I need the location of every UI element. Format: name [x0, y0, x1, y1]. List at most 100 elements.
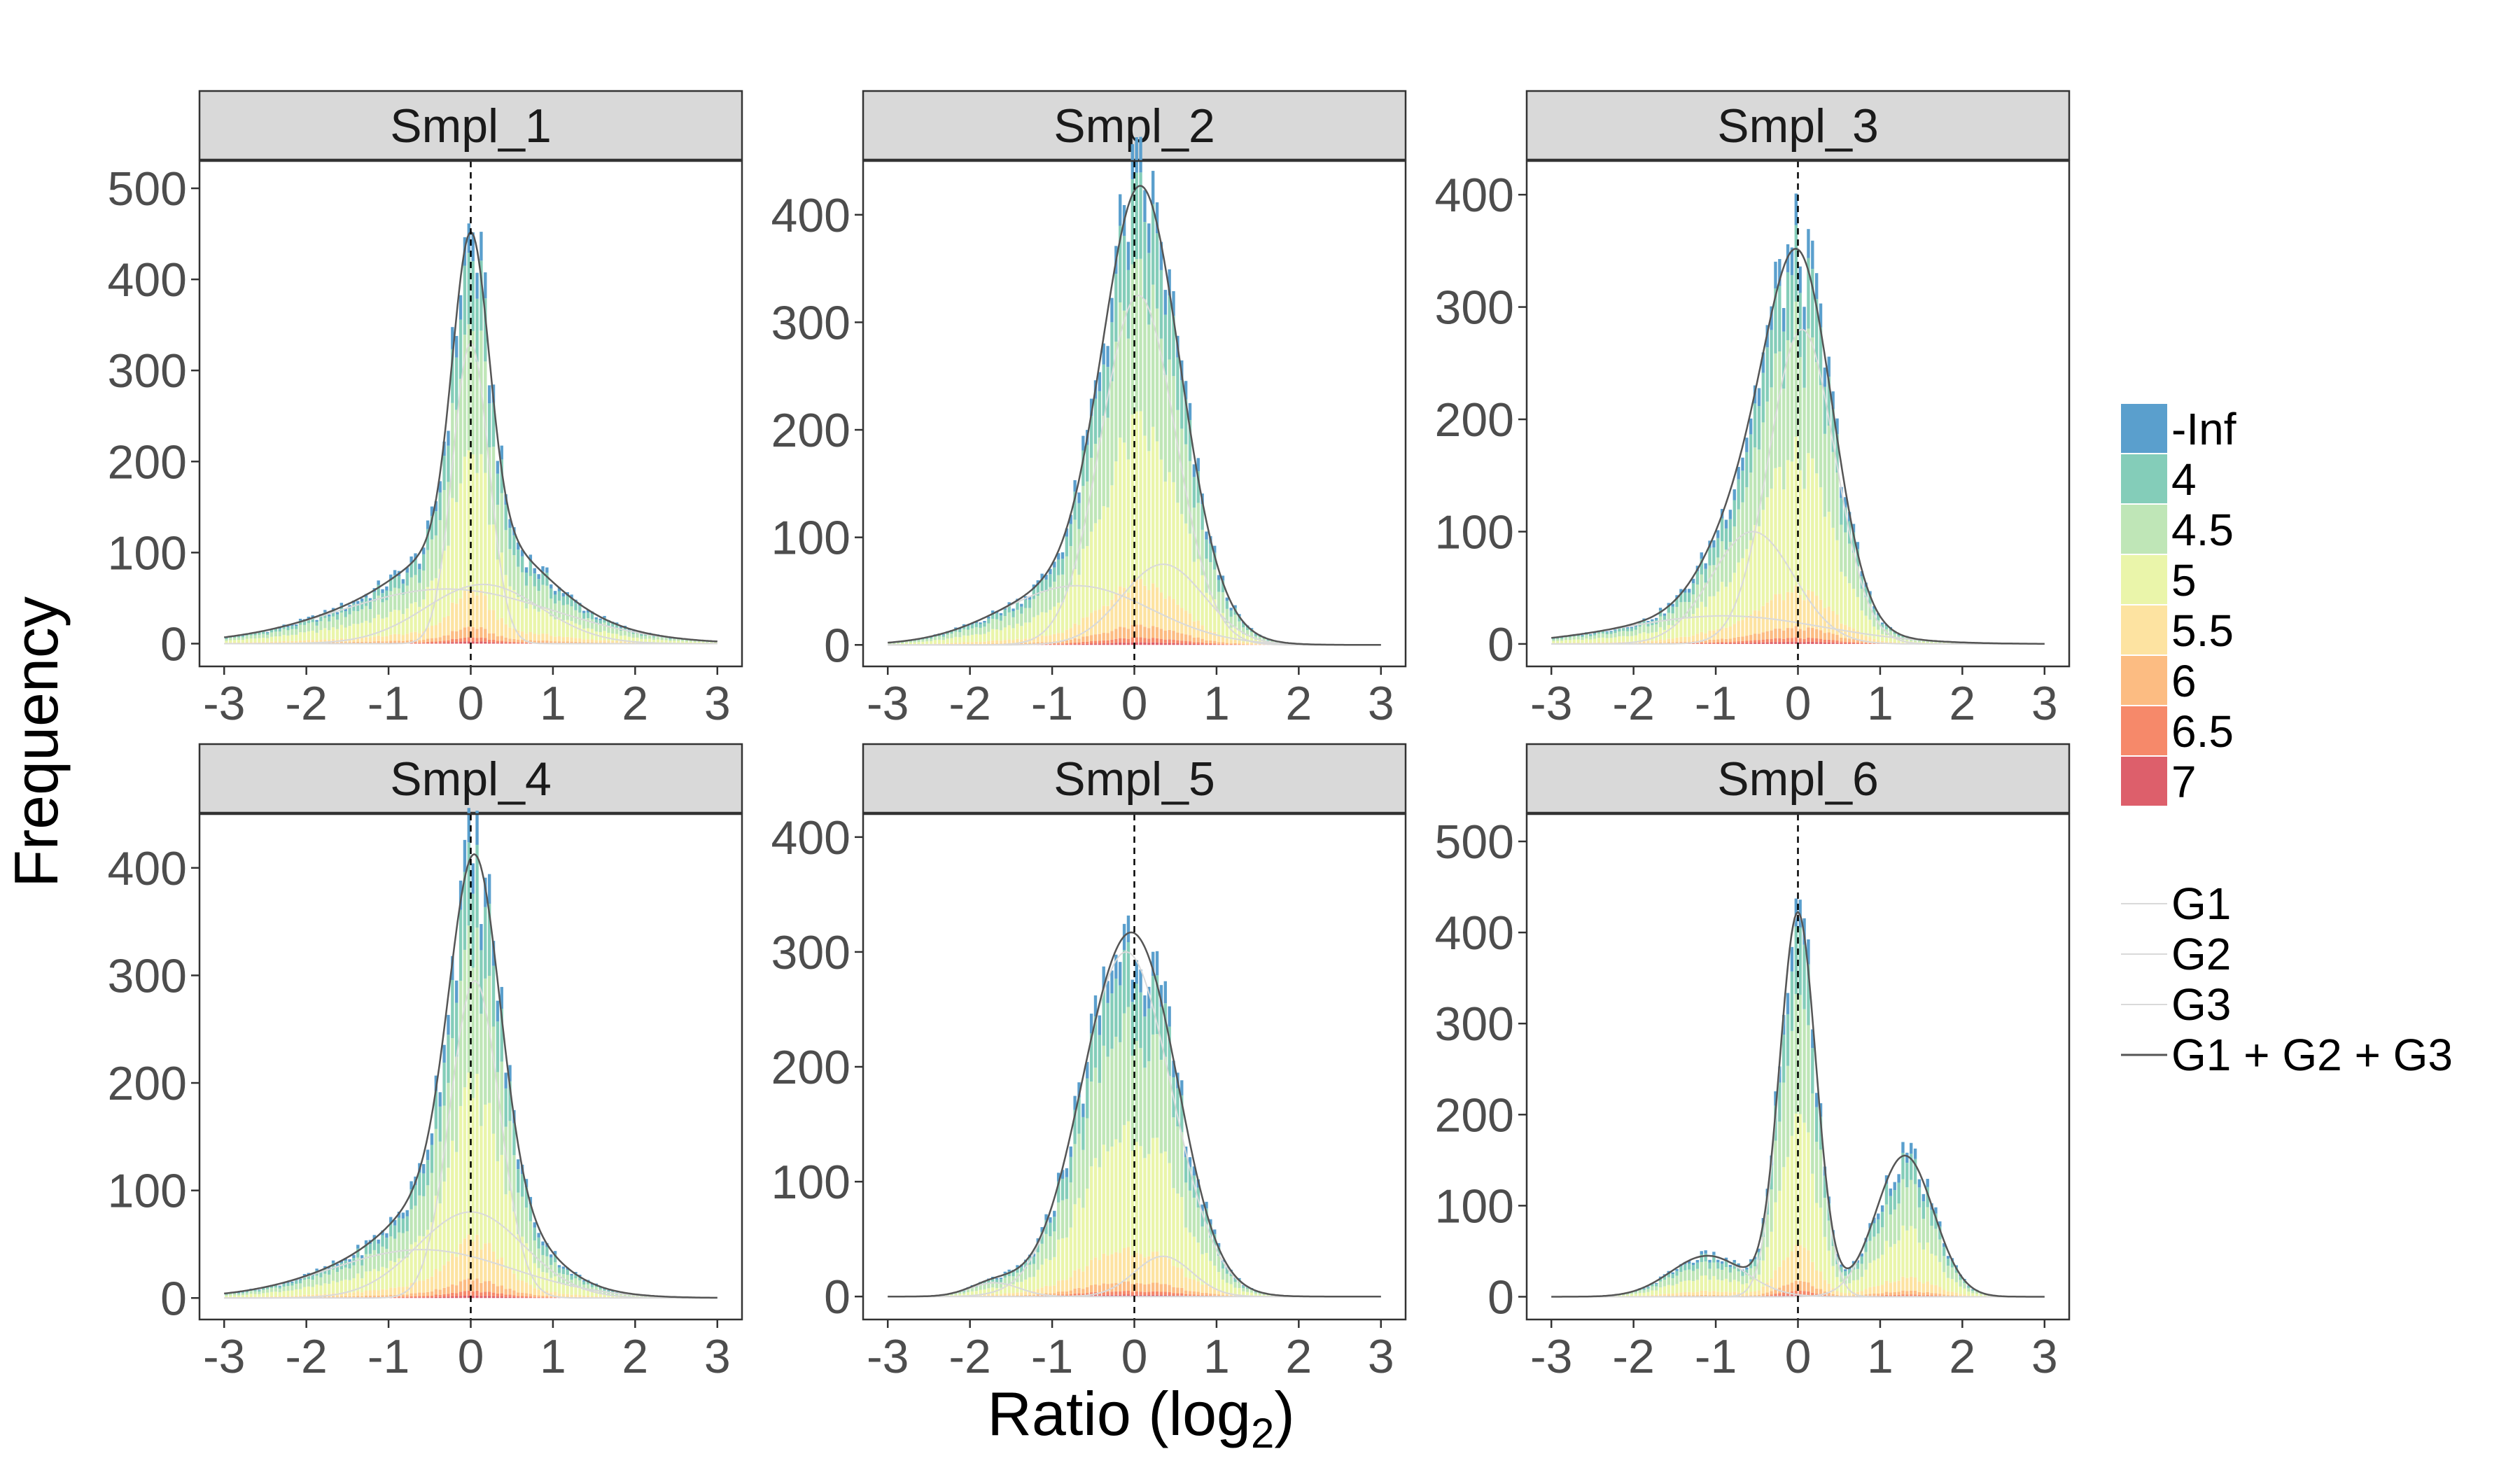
histogram-bar-segment — [1065, 640, 1069, 643]
x-tick-label: -2 — [948, 677, 990, 730]
histogram-bar-segment — [1786, 638, 1790, 643]
histogram-bar-segment — [467, 450, 470, 589]
histogram-bar-segment — [1868, 594, 1872, 604]
histogram-bar-segment — [1708, 1280, 1712, 1292]
histogram-bar-segment — [1868, 643, 1872, 644]
histogram-bar-segment — [418, 1195, 421, 1236]
histogram-bar-segment — [467, 1295, 470, 1298]
histogram-bar-segment — [1737, 643, 1740, 644]
histogram-bar-segment — [410, 603, 413, 633]
histogram-bar-segment — [1646, 1287, 1650, 1289]
histogram-bar-segment — [1023, 1292, 1028, 1296]
histogram-bar-segment — [1938, 1261, 1942, 1287]
histogram-bar-segment — [405, 1210, 409, 1217]
histogram-bar-segment — [1151, 1034, 1155, 1138]
histogram-bar-segment — [1016, 601, 1019, 610]
histogram-bar-segment — [1176, 640, 1180, 644]
histogram-bar-segment — [229, 1295, 232, 1298]
histogram-bar-segment — [1786, 1065, 1790, 1157]
histogram-bar-segment — [393, 1296, 397, 1298]
histogram-bar-segment — [611, 1291, 615, 1293]
histogram-bar-segment — [974, 1291, 978, 1295]
histogram-bar-segment — [1184, 634, 1188, 641]
histogram-bar-segment — [290, 634, 294, 641]
histogram-bar-segment — [1695, 584, 1700, 608]
histogram-bar-segment — [1770, 1165, 1773, 1190]
histogram-bar-segment — [1077, 1198, 1081, 1269]
histogram-bar-segment — [1056, 1181, 1060, 1203]
histogram-bar-segment — [1581, 640, 1584, 643]
histogram-bar-segment — [1794, 641, 1798, 644]
histogram-bar-segment — [1638, 633, 1642, 641]
histogram-bar-segment — [520, 1297, 524, 1298]
histogram-bar-segment — [1814, 299, 1819, 363]
histogram-bar-segment — [471, 893, 475, 968]
histogram-bar-segment — [1938, 1294, 1942, 1296]
y-tick-label: 200 — [108, 435, 187, 489]
histogram-bar-segment — [1798, 638, 1802, 643]
histogram-bar-segment — [1905, 1187, 1909, 1231]
histogram-bar-segment — [1139, 1146, 1142, 1254]
histogram-bar-segment — [1897, 634, 1900, 637]
histogram-bar-segment — [1098, 1295, 1102, 1297]
histogram-bar-segment — [1614, 633, 1617, 638]
histogram-bar-segment — [1712, 540, 1716, 548]
histogram-bar-segment — [561, 637, 566, 642]
histogram-bar-segment — [946, 643, 949, 645]
histogram-bar-segment — [1802, 330, 1806, 388]
histogram-bar-segment — [1568, 637, 1572, 640]
histogram-bar-segment — [1110, 1292, 1114, 1295]
x-tick-label: 1 — [540, 677, 566, 730]
histogram-bar-segment — [946, 632, 949, 635]
histogram-bar-segment — [958, 1292, 962, 1294]
histogram-bar-segment — [1139, 578, 1142, 625]
histogram-bar-segment — [528, 1196, 533, 1205]
histogram-bar-segment — [1168, 1026, 1171, 1077]
histogram-bar-segment — [484, 1296, 487, 1298]
histogram-bar-segment — [1814, 1107, 1819, 1142]
histogram-bar-segment — [504, 1296, 507, 1298]
y-tick-label: 0 — [824, 1270, 850, 1324]
histogram-bar-segment — [249, 642, 253, 643]
histogram-bar-segment — [1077, 643, 1081, 645]
histogram-bar-segment — [364, 606, 368, 621]
histogram-bar-segment — [1658, 1281, 1662, 1288]
histogram-bar-segment — [1250, 637, 1254, 643]
histogram-bar-segment — [500, 617, 503, 636]
histogram-bar-segment — [1238, 1282, 1241, 1289]
histogram-bar-segment — [418, 633, 421, 640]
histogram-bar-segment — [1147, 1060, 1151, 1154]
histogram-bar-segment — [1233, 615, 1237, 627]
histogram-bar-segment — [455, 1256, 458, 1286]
histogram-bar-segment — [1770, 630, 1773, 639]
histogram-bar-segment — [1188, 635, 1192, 642]
histogram-bar-segment — [1205, 1224, 1208, 1253]
histogram-bar-segment — [422, 1280, 426, 1293]
histogram-bar-segment — [1016, 1295, 1019, 1296]
histogram-bar-segment — [323, 1296, 327, 1298]
histogram-bar-segment — [270, 641, 274, 643]
histogram-bar-segment — [1745, 1283, 1749, 1294]
histogram-bar-segment — [1242, 1285, 1245, 1287]
x-tick-label: 3 — [704, 1330, 731, 1383]
histogram-bar-segment — [479, 232, 483, 261]
histogram-bar-segment — [950, 1294, 953, 1296]
histogram-bar-segment — [253, 638, 257, 643]
histogram-bar-segment — [962, 1291, 966, 1292]
histogram-bar-segment — [631, 642, 635, 643]
facet-title: Smpl_5 — [1054, 752, 1215, 806]
histogram-bar-segment — [1155, 1291, 1159, 1295]
histogram-bar-segment — [1205, 1292, 1208, 1296]
histogram-bar-segment — [1098, 372, 1102, 391]
histogram-bar-segment — [508, 638, 512, 642]
histogram-bar-segment — [282, 1296, 286, 1298]
histogram-bar-segment — [1770, 330, 1773, 388]
histogram-bar-segment — [1250, 643, 1254, 645]
histogram-bar-segment — [282, 1282, 286, 1284]
histogram-bar-segment — [615, 1293, 619, 1296]
histogram-bar-segment — [1093, 634, 1098, 641]
histogram-bar-segment — [484, 361, 487, 473]
histogram-bar-segment — [364, 637, 368, 642]
histogram-bar-segment — [1687, 1295, 1691, 1296]
histogram-bar-segment — [1020, 1266, 1023, 1273]
